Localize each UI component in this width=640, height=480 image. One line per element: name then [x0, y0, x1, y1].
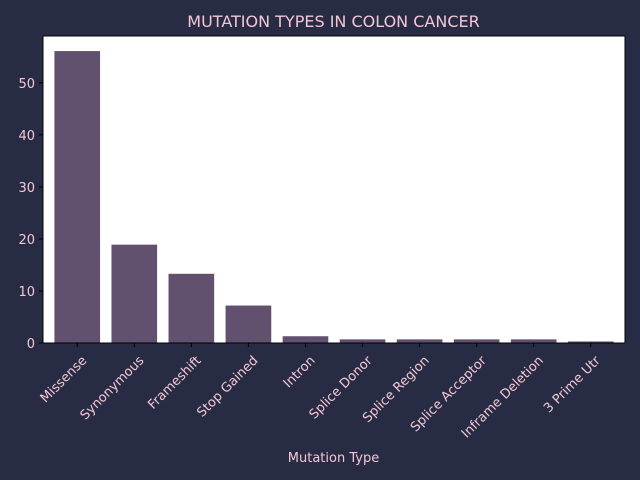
- y-tick-label: 30: [18, 181, 35, 196]
- y-tick-label: 40: [18, 129, 35, 144]
- bar-3-prime-utr: [567, 341, 614, 343]
- bar-stop-gained: [225, 305, 272, 343]
- y-axis-ticks: 0 10 20 30 40 50: [18, 77, 43, 352]
- bar-splice-region: [396, 339, 443, 343]
- y-tick-label: 50: [18, 77, 35, 92]
- y-tick-label: 20: [18, 233, 35, 248]
- y-tick-label: 10: [18, 285, 35, 300]
- chart-title: MUTATION TYPES IN COLON CANCER: [187, 12, 479, 31]
- bar-splice-acceptor: [453, 339, 500, 343]
- y-tick-label: 0: [27, 337, 35, 352]
- x-axis-label: Mutation Type: [288, 451, 379, 466]
- bar-missense: [54, 51, 101, 344]
- bar-frameshift: [168, 273, 215, 343]
- bars-group: [54, 51, 614, 344]
- bar-synonymous: [111, 244, 158, 343]
- bar-splice-donor: [339, 339, 386, 343]
- bar-intron: [282, 336, 329, 343]
- bar-inframe-deletion: [510, 339, 557, 343]
